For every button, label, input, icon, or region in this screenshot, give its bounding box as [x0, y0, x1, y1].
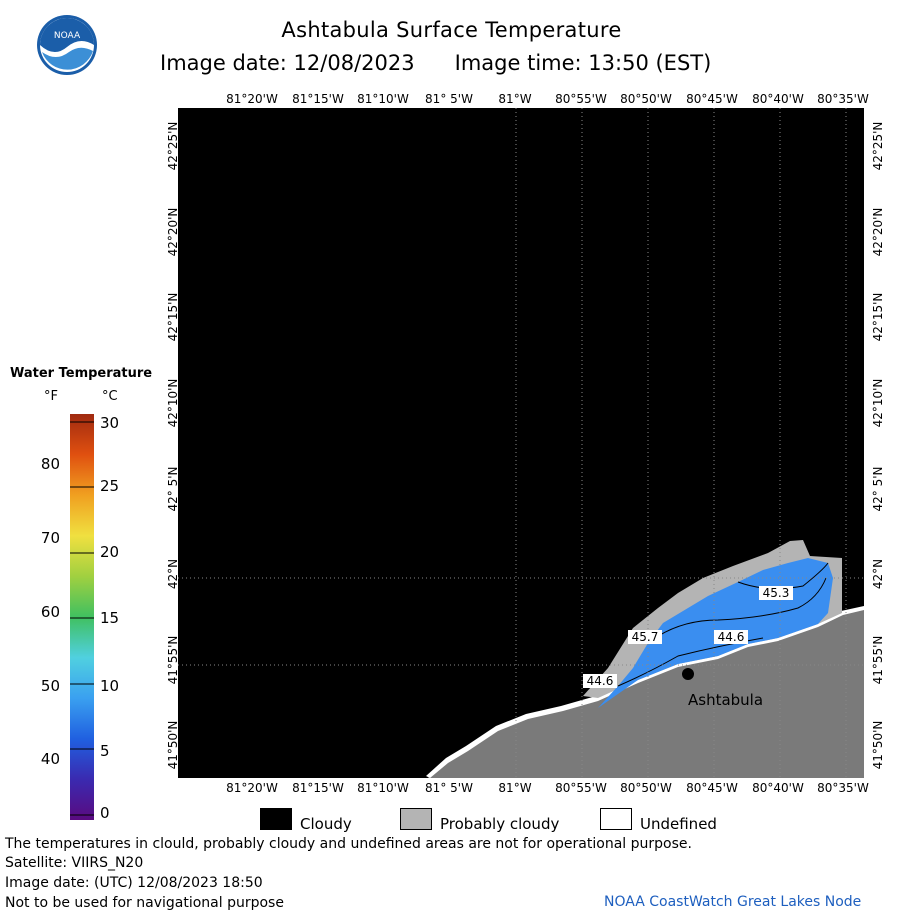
utc-date-text: Image date: (UTC) 12/08/2023 18:50	[5, 875, 263, 891]
lon-label-bottom: 80°55'W	[555, 781, 607, 795]
land-area	[428, 608, 864, 778]
lon-label-top: 80°35'W	[817, 92, 869, 106]
image-date-time: Image date: 12/08/2023 Image time: 13:50…	[160, 51, 711, 75]
lon-label-top: 80°40'W	[752, 92, 804, 106]
satellite-text: Satellite: VIIRS_N20	[5, 855, 144, 871]
svg-text:44.6: 44.6	[718, 630, 745, 644]
contour-label: 44.6	[583, 674, 617, 688]
f-tick: 80	[40, 455, 60, 473]
city-marker	[682, 668, 694, 680]
svg-text:45.7: 45.7	[632, 630, 659, 644]
f-tick: 60	[40, 603, 60, 621]
legend-title: Water Temperature	[10, 366, 153, 381]
cloudy-key-label: Cloudy	[300, 815, 352, 833]
lon-label-top: 80°55'W	[555, 92, 607, 106]
svg-text:44.6: 44.6	[587, 674, 614, 688]
lon-label-bottom: 80°40'W	[752, 781, 804, 795]
lat-label-right: 42°20'N	[871, 207, 885, 257]
lat-label-right: 42°25'N	[871, 121, 885, 171]
contour-line	[647, 577, 827, 644]
c-tick: 30	[100, 414, 120, 432]
lon-label-bottom: 80°50'W	[620, 781, 672, 795]
lon-label-bottom: 81°20'W	[226, 781, 278, 795]
c-tick: 5	[100, 742, 110, 760]
unit-fahrenheit: °F	[44, 389, 58, 404]
page-title: Ashtabula Surface Temperature	[281, 18, 622, 42]
contour-line	[737, 562, 829, 590]
c-tick: 20	[100, 543, 120, 561]
lat-label-right: 42° 5'N	[871, 466, 885, 512]
contour-label: 44.6	[714, 630, 748, 644]
city-label: Ashtabula	[688, 691, 763, 709]
lon-label-top: 81°20'W	[226, 92, 278, 106]
lon-label-bottom: 81°10'W	[357, 781, 409, 795]
undefined-swatch	[600, 808, 632, 830]
navigation-warning: Not to be used for navigational purpose	[5, 895, 284, 911]
temperature-map: 45.3 45.7 44.6 44.6 Ashtabula	[178, 108, 864, 778]
credit-link[interactable]: NOAA CoastWatch Great Lakes Node	[604, 894, 862, 910]
temperature-colorbar	[70, 414, 94, 820]
lon-label-bottom: 80°45'W	[686, 781, 738, 795]
lat-label-right: 42°15'N	[871, 292, 885, 342]
lat-label-right: 42°10'N	[871, 378, 885, 428]
unit-celsius: °C	[102, 389, 118, 404]
probably-cloudy-key-label: Probably cloudy	[440, 815, 560, 833]
c-tick: 15	[100, 609, 120, 627]
lon-label-top: 81° 5'W	[425, 92, 473, 106]
lon-label-bottom: 81° 5'W	[425, 781, 473, 795]
lon-label-top: 81°W	[498, 92, 532, 106]
lon-label-top: 81°15'W	[292, 92, 344, 106]
cloudy-swatch	[260, 808, 292, 830]
svg-text:NOAA: NOAA	[54, 31, 81, 41]
lon-label-bottom: 81°W	[498, 781, 532, 795]
f-tick: 70	[40, 529, 60, 547]
lon-label-top: 81°10'W	[357, 92, 409, 106]
lon-label-bottom: 80°35'W	[817, 781, 869, 795]
c-tick: 25	[100, 477, 120, 495]
c-tick: 10	[100, 677, 120, 695]
undefined-key-label: Undefined	[640, 815, 717, 833]
c-tick: 0	[100, 804, 110, 822]
lat-label-right: 41°55'N	[871, 635, 885, 685]
lon-label-top: 80°45'W	[686, 92, 738, 106]
lon-label-bottom: 81°15'W	[292, 781, 344, 795]
contour-label: 45.7	[628, 630, 662, 644]
probably-cloudy-swatch	[400, 808, 432, 830]
f-tick: 50	[40, 677, 60, 695]
f-tick: 40	[40, 750, 60, 768]
noaa-logo: NOAA	[37, 15, 97, 75]
lon-label-top: 80°50'W	[620, 92, 672, 106]
lat-label-right: 42°N	[871, 558, 885, 590]
svg-text:45.3: 45.3	[763, 586, 790, 600]
image-time: Image time: 13:50 (EST)	[454, 51, 712, 75]
contour-label: 45.3	[759, 586, 793, 600]
disclaimer-text: The temperatures in clould, probably clo…	[5, 836, 692, 852]
image-date: Image date: 12/08/2023	[160, 51, 415, 75]
undefined-area	[426, 606, 864, 778]
lat-label-right: 41°50'N	[871, 720, 885, 770]
